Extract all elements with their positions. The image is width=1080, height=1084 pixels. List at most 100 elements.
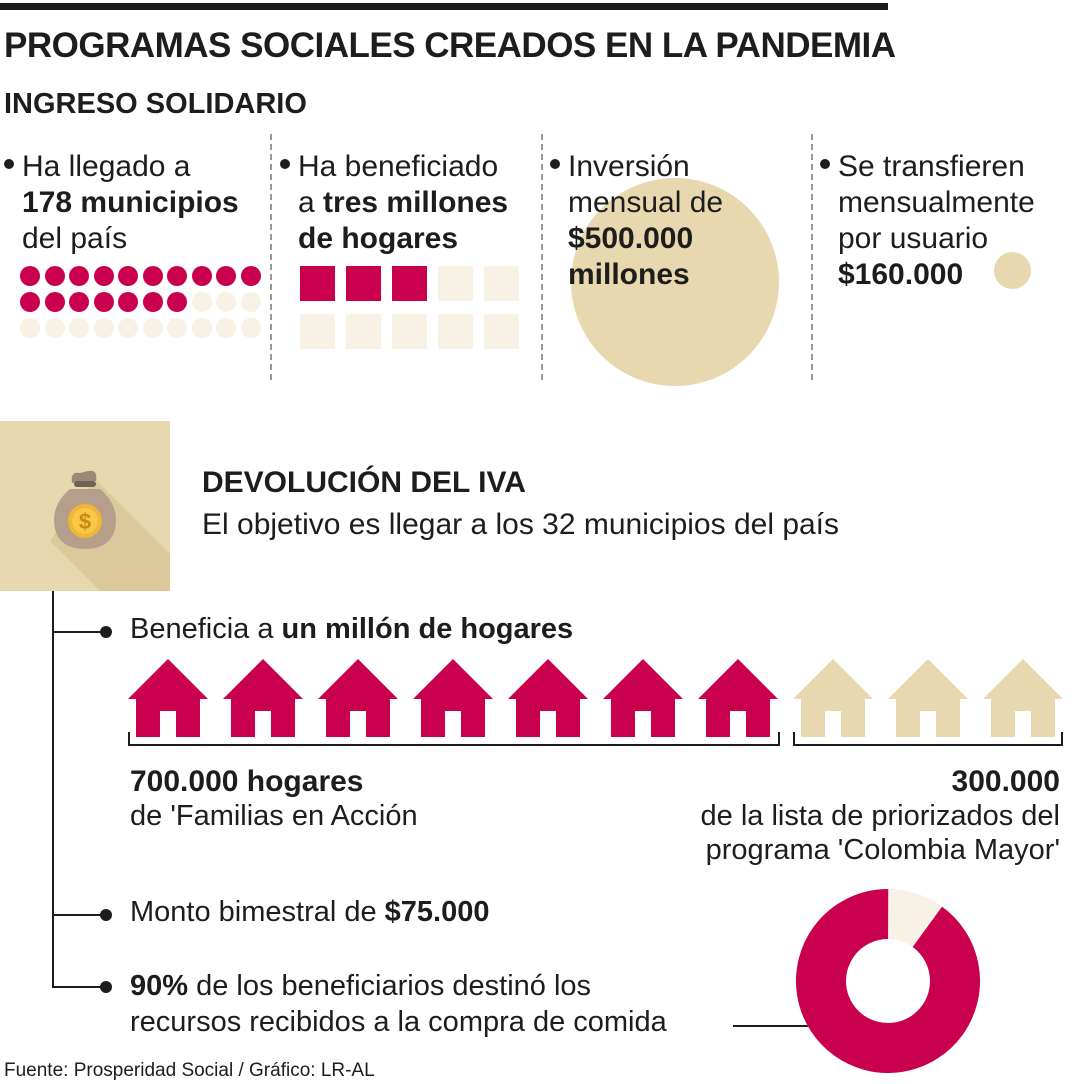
stat-familias-value: 700.000 hogares xyxy=(130,765,364,798)
stat-transferencia-line3: por usuario xyxy=(838,222,989,255)
bullet-icon xyxy=(280,159,290,170)
timeline-branch xyxy=(52,914,106,916)
municipio-dot xyxy=(118,318,138,338)
stat-familias-accion: 700.000 hogares de 'Familias en Acción xyxy=(130,765,418,833)
hogar-square xyxy=(346,314,381,349)
donut-leader-line xyxy=(733,1025,838,1027)
municipio-dot xyxy=(142,318,163,338)
municipio-dot xyxy=(240,318,261,338)
bracket-familias xyxy=(128,732,780,746)
stat-inversion-line1: Inversión xyxy=(568,150,690,183)
municipio-dot xyxy=(142,266,163,286)
municipio-dot xyxy=(191,318,212,338)
municipio-dot xyxy=(93,292,114,312)
hogar-square xyxy=(300,266,335,301)
timeline-line xyxy=(52,591,54,987)
hogar-square xyxy=(300,314,335,349)
column-divider xyxy=(270,134,272,380)
municipio-dot xyxy=(216,266,236,286)
section-title-devolucion-iva: DEVOLUCIÓN DEL IVA xyxy=(202,466,526,499)
municipio-dot xyxy=(20,266,40,286)
municipio-dot xyxy=(191,292,212,312)
item-beneficia-pre: Beneficia a xyxy=(130,613,282,645)
hogar-square xyxy=(392,314,427,349)
stat-inversion-line2: mensual de xyxy=(568,186,724,219)
municipio-dot xyxy=(240,292,261,312)
municipio-dot xyxy=(44,266,65,286)
hogar-square xyxy=(438,266,473,301)
item-monto-value: $75.000 xyxy=(384,896,490,928)
house-icon xyxy=(223,657,303,737)
house-icon xyxy=(793,657,873,737)
hogares-square-grid xyxy=(300,266,519,349)
stat-colombia-value: 300.000 xyxy=(951,765,1060,798)
stat-municipios-value: 178 municipios xyxy=(22,186,239,219)
stat-transferencia: Se transfieren mensualmente por usuario … xyxy=(820,149,1035,293)
hogar-square xyxy=(392,266,427,301)
stat-transferencia-value: $160.000 xyxy=(838,258,964,291)
house-icon xyxy=(318,657,398,737)
municipio-dot xyxy=(20,292,40,312)
house-icon xyxy=(413,657,493,737)
hogar-square xyxy=(438,314,473,349)
timeline-branch xyxy=(52,631,106,633)
municipio-dot xyxy=(118,266,138,286)
bullet-icon xyxy=(820,159,830,170)
municipio-dot xyxy=(93,318,114,338)
donut-value-arc xyxy=(796,889,980,1073)
item-monto-pre: Monto bimestral de xyxy=(130,896,385,928)
stat-municipios: Ha llegado a 178 municipios del país xyxy=(4,149,239,257)
item-beneficia-value: un millón de hogares xyxy=(281,613,574,645)
municipio-dot xyxy=(69,318,89,338)
stat-hogares-line2-pre: a xyxy=(298,186,324,219)
municipio-dot xyxy=(167,318,187,338)
municipio-dot xyxy=(93,266,114,286)
municipio-dot xyxy=(167,266,187,286)
stat-colombia-label2: programa 'Colombia Mayor' xyxy=(705,834,1060,866)
house-icon xyxy=(983,657,1063,737)
municipio-dot xyxy=(44,318,65,338)
stat-colombia-mayor: 300.000 de la lista de priorizados del p… xyxy=(701,765,1060,867)
municipio-dot xyxy=(20,318,40,338)
stat-familias-label: de 'Familias en Acción xyxy=(130,800,418,832)
houses-row xyxy=(128,657,1063,737)
section-title-ingreso-solidario: INGRESO SOLIDARIO xyxy=(4,88,307,120)
money-bag-icon-box: $ xyxy=(0,421,170,591)
stat-municipios-line1: Ha llegado a xyxy=(22,150,191,183)
stat-hogares: Ha beneficiado a tres millones de hogare… xyxy=(280,149,508,257)
house-icon xyxy=(698,657,778,737)
municipio-dot xyxy=(216,292,236,312)
comida-donut-chart xyxy=(796,889,980,1073)
column-divider xyxy=(811,134,813,380)
house-icon xyxy=(508,657,588,737)
hogar-square xyxy=(346,266,381,301)
stat-transferencia-line1: Se transfieren xyxy=(838,150,1025,183)
municipio-dot xyxy=(167,292,187,312)
stat-inversion-unit: millones xyxy=(568,258,690,291)
column-divider xyxy=(541,134,543,380)
stat-transferencia-line2: mensualmente xyxy=(838,186,1035,219)
stat-hogares-line1: Ha beneficiado xyxy=(298,150,499,183)
transfer-circle xyxy=(994,252,1031,289)
timeline-branch xyxy=(52,986,106,988)
municipio-dot xyxy=(118,292,138,312)
page-title: PROGRAMAS SOCIALES CREADOS EN LA PANDEMI… xyxy=(4,26,896,65)
municipio-dot xyxy=(240,266,261,286)
item-beneficia: Beneficia a un millón de hogares xyxy=(130,613,573,646)
item-comida-value: 90% xyxy=(130,970,189,1002)
municipio-dot xyxy=(216,318,236,338)
municipio-dot xyxy=(142,292,163,312)
item-monto: Monto bimestral de $75.000 xyxy=(130,896,490,929)
devolucion-iva-objective: El objetivo es llegar a los 32 municipio… xyxy=(202,508,840,541)
item-comida-line1: de los beneficiarios destinó los xyxy=(188,970,592,1002)
item-comida-line2: recursos recibidos a la compra de comida xyxy=(130,1006,667,1038)
stat-hogares-value: tres millones xyxy=(323,186,509,219)
hogar-square xyxy=(484,314,519,349)
stat-colombia-label1: de la lista de priorizados del xyxy=(700,800,1060,832)
bullet-icon xyxy=(550,159,560,170)
bullet-icon xyxy=(4,159,14,170)
stat-municipios-line3: del país xyxy=(22,222,128,255)
timeline-node xyxy=(100,626,112,638)
svg-text:$: $ xyxy=(79,509,91,534)
timeline-node xyxy=(100,909,112,921)
